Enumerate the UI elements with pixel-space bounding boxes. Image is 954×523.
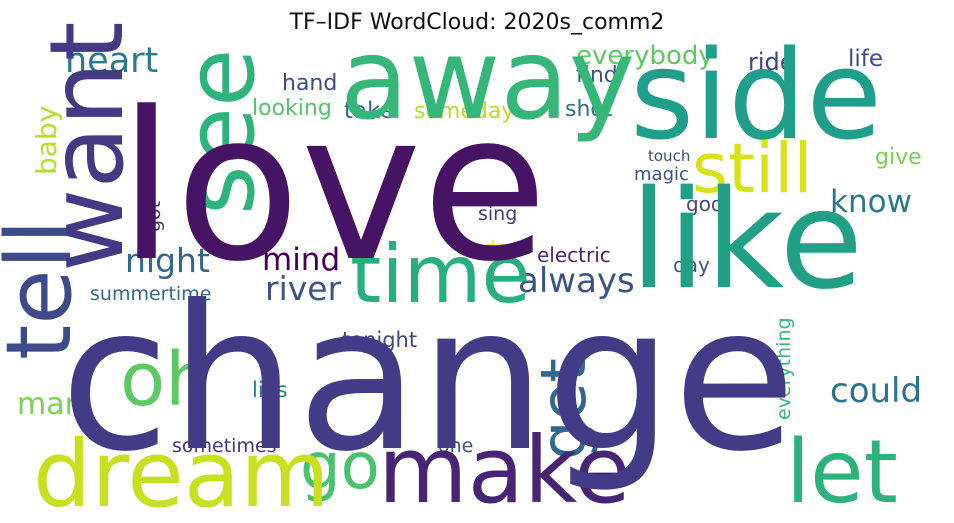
word-give: give	[875, 145, 922, 170]
word-sometimes: sometimes	[172, 435, 277, 457]
word-tonight: tonight	[342, 328, 417, 352]
word-sadness: sadness	[465, 238, 534, 258]
word-body: body	[633, 356, 655, 403]
word-everything: everything	[773, 317, 795, 420]
word-change: change	[60, 263, 796, 496]
word-make: make	[378, 417, 631, 523]
word-away: away	[340, 15, 635, 145]
word-magic: magic	[634, 164, 689, 185]
word-looking: looking	[252, 96, 332, 121]
word-mind: mind	[262, 242, 340, 278]
word-love: love	[118, 69, 548, 307]
word-electric: electric	[537, 243, 611, 267]
word-shot: shot	[565, 97, 613, 122]
word-time: time	[350, 228, 531, 321]
word-get: get	[527, 358, 600, 460]
word-let: let	[786, 421, 898, 523]
word-take: take	[344, 98, 394, 124]
word-know: know	[830, 184, 912, 220]
word-hand: hand	[282, 71, 337, 96]
word-want: want	[28, 21, 147, 272]
word-find: find	[576, 63, 618, 88]
word-always: always	[518, 261, 635, 301]
word-oh: oh	[120, 337, 212, 423]
word-baby: baby	[30, 106, 63, 175]
word-river: river	[265, 269, 342, 308]
word-god: god	[686, 192, 724, 216]
word-day: day	[673, 253, 710, 277]
word-touch: touch	[648, 147, 690, 165]
word-could: could	[830, 371, 922, 411]
word-life: life	[848, 46, 883, 72]
word-like: like	[630, 162, 863, 320]
chart-title: TF–IDF WordCloud: 2020s_comm2	[289, 10, 665, 35]
word-sing: sing	[478, 203, 517, 225]
word-one: one	[438, 435, 473, 457]
word-someday: someday	[414, 99, 514, 124]
word-everybody: everybody	[576, 41, 714, 71]
word-man: man	[17, 387, 84, 422]
word-heart: heart	[65, 41, 158, 81]
word-dream: dream	[33, 421, 330, 523]
word-go: go	[300, 430, 380, 504]
word-night: night	[125, 241, 210, 280]
word-summertime: summertime	[90, 283, 211, 305]
word-ride: ride	[748, 48, 795, 76]
word-lies: lies	[252, 378, 288, 402]
word-tell: tell	[0, 219, 92, 360]
word-got: got	[143, 201, 165, 232]
word-still: still	[692, 129, 813, 209]
word-see: see	[166, 49, 276, 215]
word-side: side	[630, 25, 882, 168]
